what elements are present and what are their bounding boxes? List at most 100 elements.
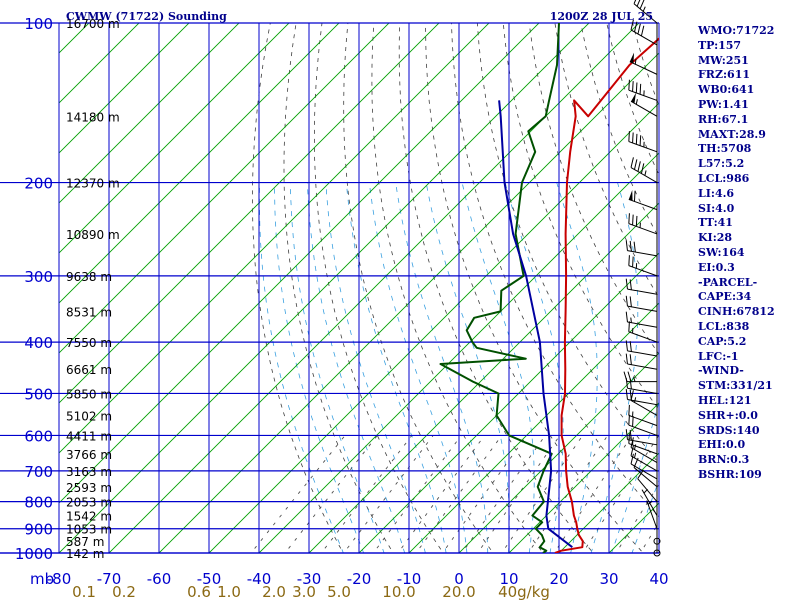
wind-barb-flag	[625, 295, 628, 307]
wind-barb-flag	[640, 25, 645, 37]
wind-barb-flag	[625, 377, 628, 389]
mixing-ratio-line	[477, 435, 561, 553]
index-item: -WIND-	[698, 364, 744, 378]
mixing-ratio-line	[284, 435, 378, 553]
height-label: 4411 m	[66, 429, 112, 443]
temperature-tick-label: 0	[454, 570, 464, 588]
isotherm-line	[59, 23, 290, 254]
mixing-ratio-line	[501, 435, 584, 553]
wind-barb-staff	[627, 321, 658, 328]
wind-barb-staff	[630, 447, 658, 463]
height-label: 6661 m	[66, 363, 112, 377]
wind-barb-staff	[628, 198, 658, 211]
wind-barb-flag	[628, 79, 630, 91]
wind-barb-staff	[628, 265, 658, 277]
wind-barb-flag	[636, 0, 641, 7]
height-labels: 16700 m 14180 m 12370 m 10890 m 9638 m 8531 m…	[66, 17, 120, 561]
index-item: HEL:121	[698, 393, 752, 407]
wind-barb-staff	[628, 424, 658, 436]
wind-barb-half-flag	[635, 99, 638, 105]
height-label: 7550 m	[66, 336, 112, 350]
height-label: 14180 m	[66, 110, 120, 124]
index-item: LCL:838	[698, 319, 750, 333]
wind-barb-flag	[629, 354, 632, 365]
wind-barb	[630, 19, 658, 46]
dewpoint-profile-line	[439, 23, 560, 553]
height-label: 10890 m	[66, 228, 120, 242]
height-label: 2593 m	[66, 481, 112, 495]
isotherm-line	[59, 23, 590, 553]
wind-barb-staff	[630, 167, 658, 183]
temperature-tick-label: 30	[599, 570, 618, 588]
wind-barb-staff	[641, 489, 658, 516]
wind-barb	[628, 321, 658, 343]
dry-adiabat-line	[450, 23, 659, 518]
wind-barb-staff	[627, 288, 658, 295]
index-item: TP:157	[698, 38, 742, 52]
wind-barb-flag	[629, 341, 632, 352]
index-item: CAP:5.2	[698, 334, 747, 348]
wind-barb-flag	[640, 163, 645, 174]
wind-barb-flag	[630, 437, 634, 448]
wind-barb-flag	[630, 19, 634, 31]
wind-barb-flag	[625, 353, 628, 365]
dry-adiabat-line	[502, 23, 659, 411]
index-item: LFC:-1	[698, 349, 739, 363]
temperature-tick-label: -60	[147, 570, 172, 588]
wind-barb-staff	[628, 223, 658, 235]
wind-barb-half-flag	[630, 317, 632, 323]
moist-adiabat-line	[346, 182, 447, 553]
index-item: SW:164	[698, 245, 745, 259]
dry-adiabat-line	[476, 23, 659, 464]
wind-barb-flag	[630, 453, 634, 465]
isotherm-line	[208, 102, 659, 553]
height-label: 8531 m	[66, 305, 112, 319]
wind-barb-half-flag	[647, 500, 653, 505]
index-item: PW:1.41	[698, 97, 749, 111]
wind-barb	[628, 189, 658, 211]
height-label: 9638 m	[66, 270, 112, 284]
wind-barb-flag	[632, 132, 634, 143]
mixing-ratio-line	[461, 435, 546, 553]
wind-barb-staff	[627, 250, 658, 257]
temperature-profile-line	[554, 37, 659, 553]
wind-barb	[625, 311, 658, 328]
isotherm-line	[59, 23, 340, 304]
wind-barb-flag	[629, 378, 632, 389]
mixing-ratio-line	[615, 483, 659, 553]
mixing-ratio-line	[442, 435, 528, 553]
moist-adiabat-line	[631, 478, 659, 553]
wind-barb	[630, 92, 658, 117]
mixing-ratio-label: 1.0	[217, 583, 241, 600]
isotherm-line	[59, 23, 190, 154]
index-item: EHI:0.0	[698, 438, 746, 452]
wind-barb-staff	[627, 387, 658, 394]
wind-barb-flag	[629, 240, 632, 252]
wind-barb	[628, 213, 658, 235]
wind-barb-flag	[628, 433, 630, 444]
pressure-tick-label: 900	[24, 521, 53, 539]
mixing-ratio-line	[527, 435, 609, 553]
wind-barb-flag	[630, 390, 634, 401]
chart-title: CWMW (71722) Sounding	[66, 10, 227, 23]
index-item: EI:0.3	[698, 260, 735, 274]
wind-barb-staff	[630, 29, 658, 46]
wind-barb	[646, 500, 658, 529]
index-item: WB0:641	[698, 83, 755, 97]
wind-barb-flag	[635, 82, 638, 93]
pressure-tick-label: 200	[24, 175, 53, 193]
temperature-tick-label: -30	[297, 570, 322, 588]
index-item: -PARCEL-	[698, 275, 758, 289]
moist-adiabat-line	[504, 182, 564, 553]
wind-barb-staff	[628, 443, 658, 455]
dry-adiabats	[252, 23, 659, 553]
pressure-tick-label: 600	[24, 427, 53, 445]
wind-barb-flag	[625, 311, 628, 323]
wind-barb-flag	[633, 21, 638, 33]
wind-barb-staff	[646, 500, 658, 529]
index-item: LI:4.6	[698, 186, 735, 200]
wind-barb-staff	[627, 350, 658, 357]
height-label: 5102 m	[66, 409, 112, 423]
height-label: 587 m	[66, 535, 104, 549]
